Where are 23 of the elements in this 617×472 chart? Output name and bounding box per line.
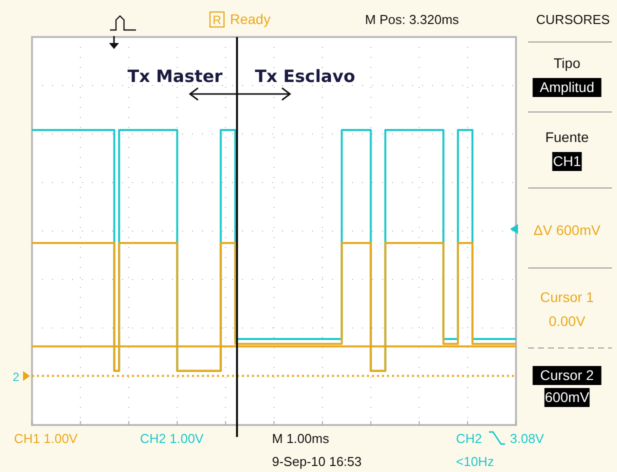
text: 3.08V xyxy=(510,431,544,446)
text: Cursor 1 xyxy=(540,289,594,305)
text: <10Hz xyxy=(456,454,494,469)
text: Ready xyxy=(230,11,270,27)
text: Cursor 2 xyxy=(540,367,594,383)
text: CH1 xyxy=(552,153,582,169)
text: CURSORES xyxy=(536,12,610,27)
text: Tipo xyxy=(554,55,581,71)
text: CH2 1.00V xyxy=(140,431,204,446)
text: M Pos: 3.320ms xyxy=(365,12,460,27)
text: Amplitud xyxy=(540,79,594,95)
text: CH1 1.00V xyxy=(14,431,78,446)
text: Tx Master xyxy=(127,67,224,87)
text: ΔV 600mV xyxy=(534,222,602,238)
text: Fuente xyxy=(545,129,590,145)
text: 2 xyxy=(12,370,20,384)
text: CH2 xyxy=(456,431,482,446)
text: Tx Esclavo xyxy=(254,67,356,87)
text: 0.00V xyxy=(548,313,586,329)
text: 9-Sep-10 16:53 xyxy=(272,454,362,469)
text: 600mV xyxy=(544,389,590,405)
text: R xyxy=(212,13,222,27)
text: M 1.00ms xyxy=(272,431,330,446)
